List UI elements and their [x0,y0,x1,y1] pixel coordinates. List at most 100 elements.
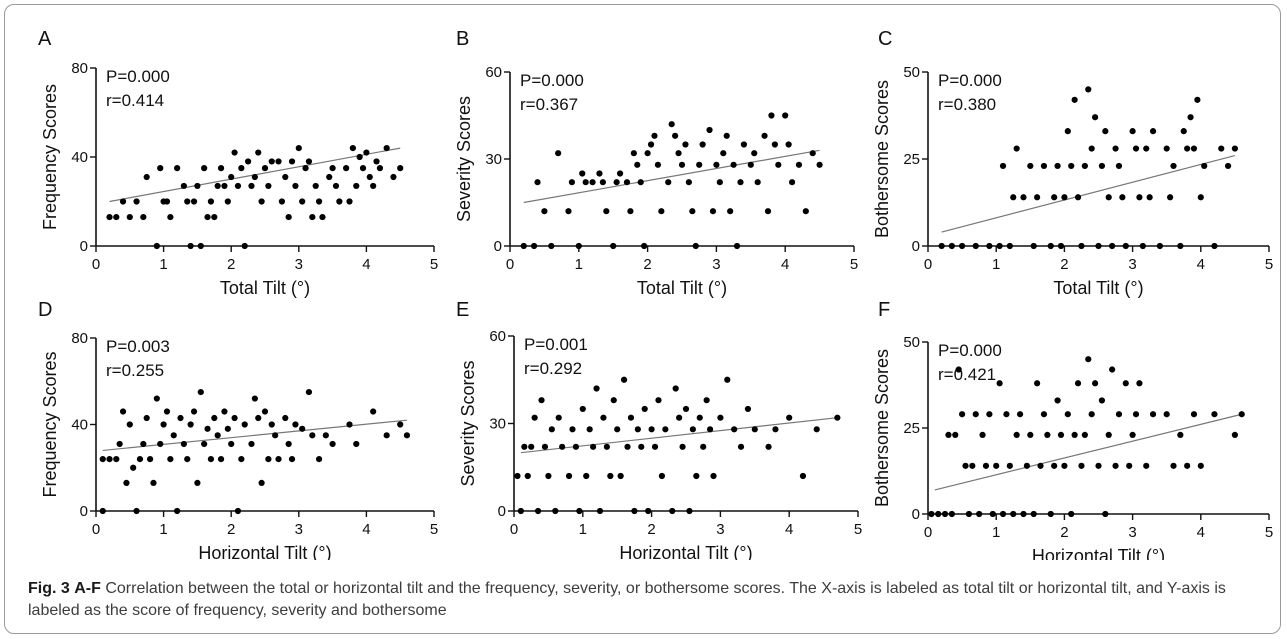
figure-caption: Fig. 3 A-F Correlation between the total… [28,578,1263,622]
panel-b-data-point [541,208,548,215]
panel-b-y-tick-label: 60 [485,64,502,81]
panel-a-data-point [153,242,160,250]
panel-b-x-tick-label: 2 [643,256,651,273]
panel-a-data-point [221,182,228,190]
panel-d-data-point [285,440,292,448]
panel-d-data-point [221,408,228,415]
panel-f-fit-line [934,413,1242,491]
panel-e-data-point [620,376,628,383]
panel-b-data-point [596,170,603,177]
panel-f-x-tick-label: 1 [992,524,1000,541]
panel-c-data-point [1071,96,1078,103]
panel-c-data-point [1167,194,1174,201]
panel-b-data-point [713,161,720,168]
panel-c-y-tick-label: 25 [903,151,920,168]
panel-f-data-point [969,462,976,469]
panel-f-data-point [941,510,949,518]
panel-a-data-point [248,182,255,190]
panel-f-data-point [1238,411,1245,418]
panel-d-data-point [292,421,299,428]
panel-b-x-tick-label: 1 [575,256,583,273]
panel-a-data-point [366,173,373,181]
panel-a-data-point [133,198,140,205]
panel-d-data-point [133,507,140,515]
panel-d-y-tick-label: 40 [71,417,88,434]
panel-f-data-point [1136,380,1143,387]
panel-d-data-point [282,414,289,422]
panel-a-data-point [288,158,296,165]
panel-d-data-point [261,408,269,415]
panel-a-data-point [234,182,242,190]
panel-d-data-point [353,440,360,448]
panel-e-data-point [703,397,710,404]
panel-d-x-tick-label: 5 [430,521,438,538]
panel-e-x-tick-label: 0 [510,521,518,538]
panel-b-data-point [785,141,792,148]
panel-e-y-tick-label: 0 [498,503,506,520]
panel-a-data-point [143,173,150,181]
panel-e-letter: E [456,299,469,321]
panel-d-data-point [315,456,323,463]
panel-e-data-point [603,443,610,450]
panel-d-data-point [130,464,137,471]
panel-a-data-point [207,198,215,205]
panel-a-data-point [214,182,221,190]
panel-a-data-point [292,182,299,190]
panel-f-data-point [1047,510,1054,518]
panel-e-r-value: r=0.292 [524,359,582,378]
panel-d-x-tick-label: 0 [92,521,100,538]
panel-d-data-point [163,408,171,415]
panel-b-data-point [754,179,761,186]
caption-panel-ids: A-F [74,580,101,597]
panel-f-data-point [972,411,979,418]
panel-e-p-value: P=0.001 [524,335,588,354]
panel-b-y-tick-label: 0 [494,238,502,255]
panel-b-data-point [720,150,727,157]
panel-f-data-point [1098,397,1106,404]
panel-e-data-point [672,385,679,392]
panel-a-data-point [201,165,208,172]
panel-b-data-point [706,126,713,134]
panel-e-data-point [538,397,545,404]
panel-a-y-axis-title: Frequency Scores [40,84,60,230]
panel-c-data-point [1139,242,1146,250]
panel-b-x-tick-label: 3 [712,256,720,273]
panel-d-data-point [170,432,177,439]
panel-e-data-point [662,426,669,433]
panel-f-data-point [1122,380,1129,387]
panel-b-data-point [599,179,606,186]
panel-f-data-point [1006,462,1013,469]
panel-d-data-point [113,456,120,463]
panel-f-data-point [1020,510,1027,518]
panel-f-data-point [1143,462,1150,469]
panel-a-data-point [312,182,319,190]
panel-c-x-tick-label: 3 [1128,256,1136,273]
panel-d-r-value: r=0.255 [106,361,164,380]
panel-b-x-axis-title: Total Tilt (°) [637,278,727,298]
panel-b-data-point [692,242,699,250]
panel-c-data-point [1057,242,1065,250]
figure-frame [4,4,1281,634]
panel-c-data-point [1085,86,1092,93]
panel-c-data-point [1218,145,1225,152]
panel-d-data-point [228,440,235,448]
panel-e-data-point [552,507,559,515]
panel-b-data-point [672,132,679,139]
panel-c-data-point [959,242,966,250]
panel-b-data-point [678,161,686,168]
panel-e-data-point [517,507,524,515]
panel-e-data-point [682,405,690,413]
panel-c-x-tick-label: 5 [1265,256,1273,273]
panel-a-data-point [167,213,174,221]
panel-e-data-point [559,443,566,450]
panel-e-data-point [545,472,552,480]
panel-b-r-value: r=0.367 [520,95,578,114]
panel-c-data-point [1068,162,1075,170]
panel-f-data-point [1115,411,1123,418]
panel-c-x-axis-title: Total Tilt (°) [1053,278,1143,298]
panel-a-data-point [346,198,353,205]
panel-f-data-point [986,411,993,418]
panel-c-data-point [972,242,979,250]
panel-d-data-point [288,456,296,463]
panel-b-y-axis-title: Severity Scores [454,96,474,222]
